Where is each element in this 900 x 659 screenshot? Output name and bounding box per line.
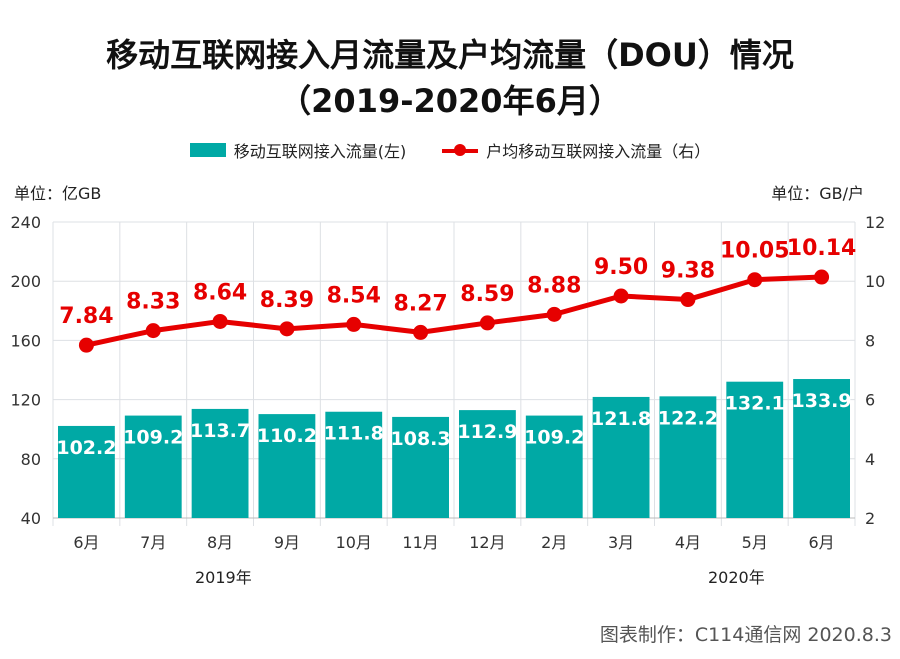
y-tick-left: 160 [10, 331, 41, 350]
bar [58, 425, 115, 518]
line-point [346, 316, 362, 332]
line-point [413, 324, 429, 340]
y-tick-right: 6 [865, 391, 875, 410]
bar-value-label: 111.8 [324, 423, 384, 445]
chart-subtitle: （2019-2020年6月） [279, 82, 621, 120]
x-tick-label: 2月 [541, 533, 567, 552]
legend-label: 户均移动互联网接入流量（右） [486, 142, 711, 161]
line-point [546, 306, 562, 322]
line-value-label: 8.39 [260, 288, 314, 313]
line-point [145, 323, 161, 339]
year-label-2019: 2019年 [195, 568, 252, 587]
line-point [814, 269, 830, 285]
bar [124, 415, 182, 518]
legend-swatch-bar [189, 143, 226, 157]
y-tick-right: 12 [865, 213, 885, 232]
bar [793, 379, 850, 518]
line-point [78, 337, 94, 353]
line-series [85, 274, 822, 348]
line-point [747, 272, 763, 288]
bar-value-label: 112.9 [457, 421, 517, 443]
bar [191, 408, 249, 518]
x-tick-label: 8月 [207, 533, 233, 552]
x-tick-label: 9月 [274, 533, 300, 552]
line-point [279, 321, 295, 337]
bar-value-label: 122.2 [658, 407, 718, 429]
bar [258, 414, 316, 518]
bar-value-label: 109.2 [123, 427, 183, 449]
y-tick-right: 2 [865, 509, 875, 528]
bar [525, 415, 583, 518]
line-value-label: 10.05 [720, 239, 790, 264]
x-tick-label: 3月 [608, 533, 634, 552]
line-value-label: 8.59 [460, 282, 514, 307]
legend-item-line: 户均移动互联网接入流量（右） [442, 138, 710, 162]
bar [726, 381, 784, 518]
x-tick-label: 4月 [675, 533, 701, 552]
year-label-2020: 2020年 [708, 568, 765, 587]
line-value-label: 10.14 [787, 236, 857, 261]
bar-value-label: 121.8 [591, 408, 651, 430]
bar [459, 410, 516, 518]
bar-value-label: 110.2 [257, 425, 317, 447]
left-axis-unit: 单位：亿GB [14, 184, 102, 203]
chart-title: 移动互联网接入月流量及户均流量（DOU）情况 [106, 36, 794, 74]
line-value-label: 7.84 [59, 304, 113, 329]
x-tick-label: 6月 [808, 533, 834, 552]
line-point [613, 288, 629, 304]
right-axis-unit: 单位：GB/户 [771, 184, 864, 203]
y-tick-right: 10 [865, 272, 885, 291]
legend-item-bar: 移动互联网接入流量(左) [189, 138, 407, 162]
bar-value-label: 113.7 [190, 420, 250, 442]
legend: 移动互联网接入流量(左) 户均移动互联网接入流量（右） [0, 138, 900, 162]
line-value-label: 9.38 [661, 259, 715, 284]
bar [592, 396, 650, 518]
line-value-label: 8.54 [327, 283, 381, 308]
line-value-label: 9.50 [594, 255, 648, 280]
line-value-label: 8.88 [527, 273, 581, 298]
x-tick-label: 6月 [73, 533, 99, 552]
x-tick-label: 5月 [742, 533, 768, 552]
line-value-label: 8.64 [193, 280, 247, 305]
line-point [680, 292, 696, 308]
legend-swatch-line [442, 143, 479, 157]
bar-value-label: 109.2 [524, 427, 584, 449]
line-value-label: 8.33 [126, 290, 180, 315]
y-tick-left: 240 [10, 213, 41, 232]
y-tick-left: 120 [10, 391, 41, 410]
line-value-label: 8.27 [393, 291, 447, 316]
bar-value-label: 102.2 [56, 437, 116, 459]
footer-credit: 图表制作：C114通信网 2020.8.3 [599, 624, 892, 646]
line-point [479, 315, 495, 331]
y-tick-left: 40 [21, 509, 41, 528]
bar-value-label: 132.1 [725, 393, 785, 415]
x-tick-label: 11月 [402, 533, 438, 552]
y-tick-right: 4 [865, 450, 875, 469]
bar-value-label: 108.3 [391, 428, 451, 450]
bar [392, 416, 449, 518]
x-tick-label: 7月 [140, 533, 166, 552]
legend-label: 移动互联网接入流量(左) [233, 142, 407, 161]
bar [325, 411, 383, 518]
y-tick-left: 80 [21, 450, 41, 469]
line-point [212, 313, 228, 329]
bar-value-label: 133.9 [792, 390, 852, 412]
y-tick-right: 8 [865, 331, 875, 350]
x-tick-label: 10月 [336, 533, 372, 552]
x-tick-label: 12月 [469, 533, 505, 552]
bar [659, 396, 717, 518]
y-tick-left: 200 [10, 272, 41, 291]
